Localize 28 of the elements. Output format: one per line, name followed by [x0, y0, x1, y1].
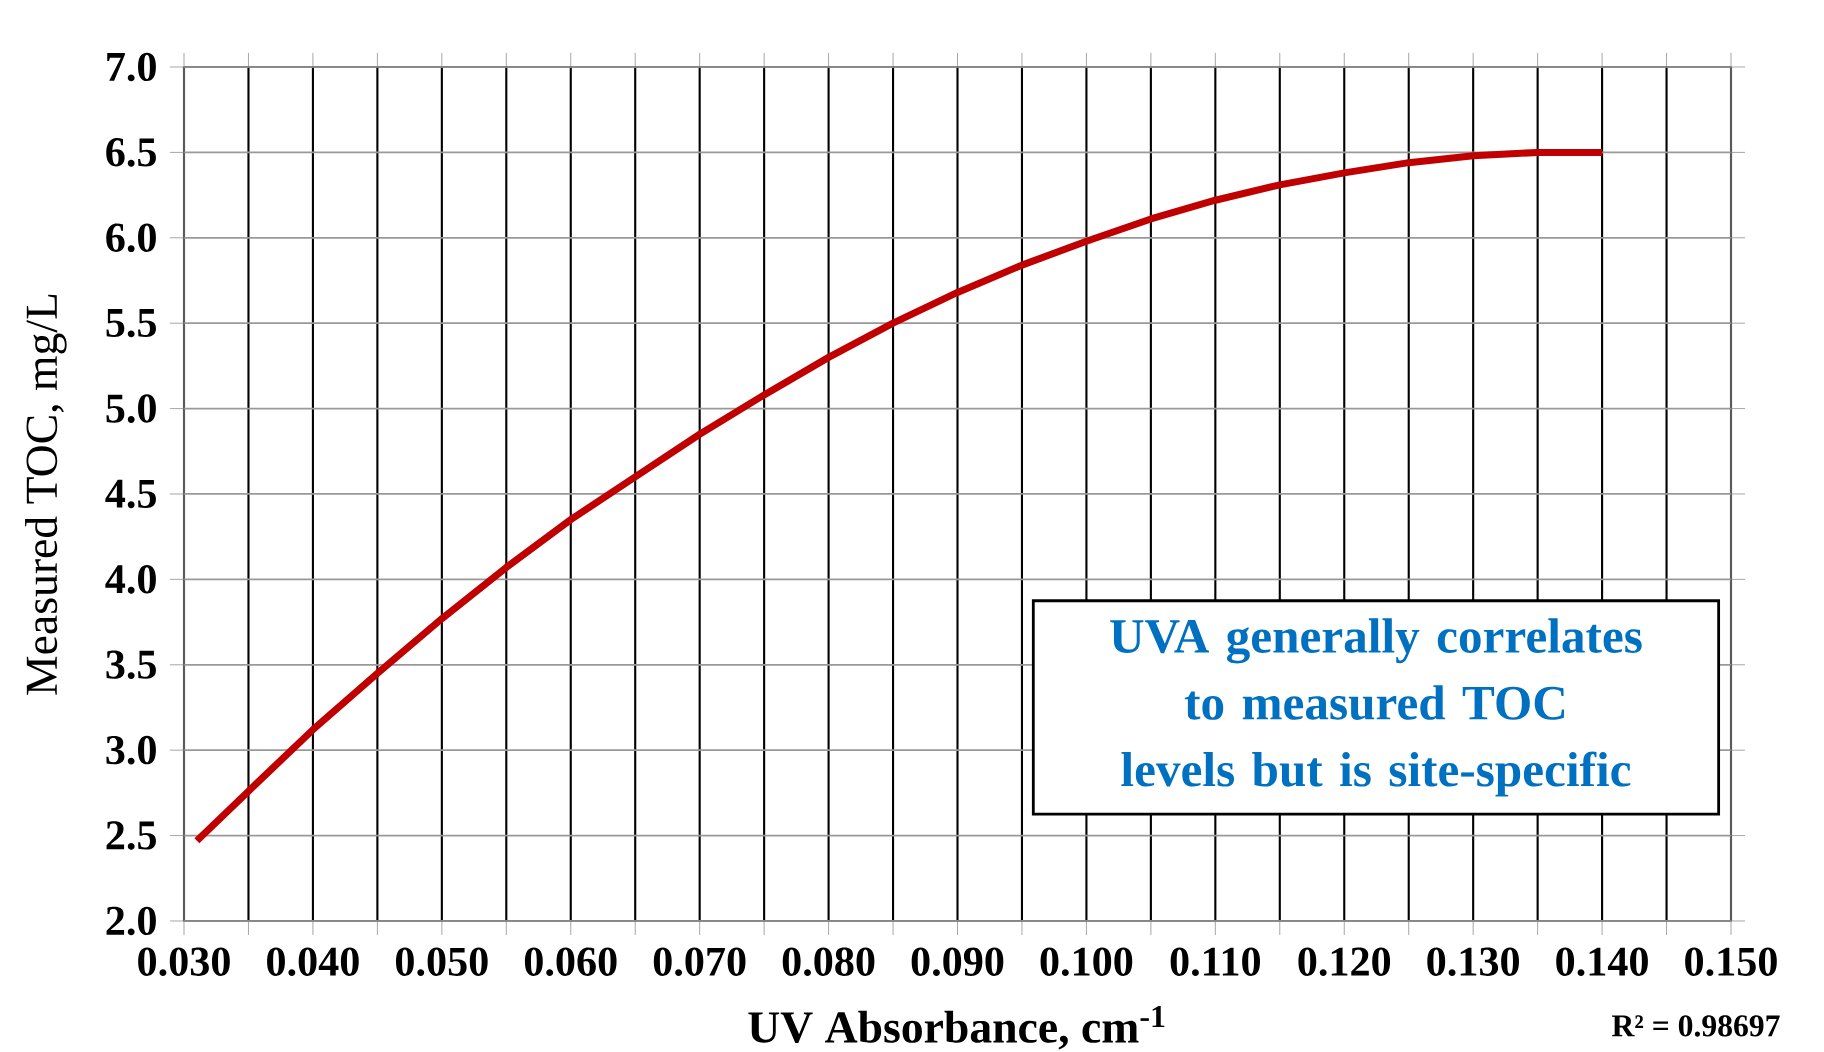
y-tick-label: 2.0: [106, 906, 156, 936]
y-tick-label: 4.0: [105, 565, 156, 594]
y-tick-label: 3.0: [106, 735, 156, 765]
y-tick-label: 6.0: [106, 223, 156, 253]
y-tick-label: 4.5: [105, 479, 156, 509]
y-tick-label: 2.5: [106, 821, 156, 850]
y-tick-label: 7.0: [107, 52, 156, 82]
x-tick-label: 0.100: [1040, 947, 1133, 977]
x-tick-label: 0.090: [911, 947, 1004, 977]
x-tick-label: 0.070: [653, 947, 746, 977]
x-tick-label: 0.110: [1170, 947, 1260, 977]
annotation: UVA generally correlates to measured TOC levels but is site-specific: [1110, 618, 1642, 797]
x-tick-label: 0.030: [138, 947, 230, 977]
x-tick-label: 0.150: [1685, 947, 1777, 977]
text: R² = 0.98697: [1612, 1015, 1780, 1037]
x-tick-label: 0.130: [1427, 947, 1519, 977]
y-tick-label: 5.0: [106, 394, 156, 423]
y-tick-label: 5.5: [106, 309, 156, 338]
x-tick-label: 0.060: [524, 947, 617, 977]
x-tick-label: 0.040: [267, 947, 359, 977]
x-tick-label: 0.120: [1298, 947, 1391, 977]
y-axis-title: Measured TOC, mg/L: [25, 294, 67, 695]
x-axis-title: UV Absorbance, cm$^{-1}$: [748, 1006, 1165, 1050]
x-tick-label: 0.140: [1556, 947, 1648, 977]
x-tick-label: 0.050: [395, 947, 488, 977]
y-tick-label: 3.5: [106, 650, 156, 680]
y-tick-label: 6.5: [106, 138, 156, 167]
x-tick-label: 0.080: [782, 947, 875, 977]
